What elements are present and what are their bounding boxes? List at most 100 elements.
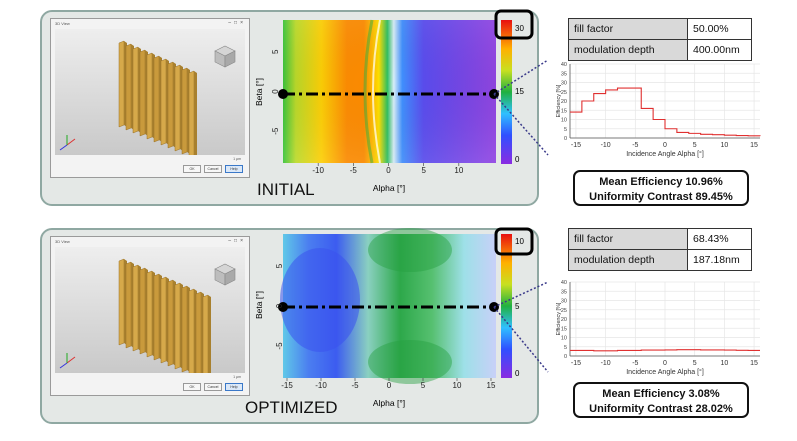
colorbar-gradient (501, 234, 512, 378)
colorbar-max-highlight (494, 227, 534, 256)
plot-ytick: 15 (561, 108, 567, 114)
heatmap-blob (368, 340, 452, 384)
heatmap-xtick: 0 (386, 166, 391, 175)
heatmap-xtick: -5 (351, 381, 359, 390)
param-key: fill factor (568, 228, 688, 250)
colorbar-max: 10 (515, 237, 524, 246)
plot-ytick: 35 (561, 71, 567, 77)
plot-xlabel: Incidence Angle Alpha [°] (626, 150, 704, 158)
plot-ytick: 5 (564, 345, 567, 351)
heatmap-xtick: 10 (453, 381, 462, 390)
help-button[interactable]: Help (225, 165, 243, 173)
plot-xtick: 15 (750, 142, 758, 149)
plot-ytick: 25 (561, 90, 567, 96)
ok-button[interactable]: OK (183, 165, 201, 173)
heatmap-xlabel: Alpha [°] (373, 183, 405, 193)
plot-ytick: 20 (561, 99, 567, 105)
heatmap-ytick: -5 (271, 127, 280, 135)
callout-line (493, 93, 549, 156)
plot-xtick: 10 (720, 142, 728, 149)
callout-line (493, 281, 549, 308)
line-endpoint (278, 302, 288, 312)
plot-ytick: 15 (561, 326, 567, 332)
optimized-efficiency-heatmap: -15 -10 -5 0 5 10 15 5 0 -5 Alpha [°] Beta [°] (254, 228, 499, 408)
initial-result-box: Mean Efficiency 10.96% Uniformity Contra… (573, 170, 749, 206)
param-key: fill factor (568, 18, 688, 40)
uniformity-contrast: Uniformity Contrast 28.02% (589, 403, 733, 415)
optimized-parameter-table: fill factor 68.43% modulation depth 187.… (568, 228, 752, 271)
ok-button[interactable]: OK (183, 383, 201, 391)
plot-ytick: 25 (561, 308, 567, 314)
optimized-result-box: Mean Efficiency 3.08% Uniformity Contras… (573, 382, 749, 418)
heatmap-contour (372, 19, 381, 164)
heatmap-ytick: 5 (275, 263, 284, 268)
plot-xtick: 0 (663, 142, 667, 149)
plot-xtick: 5 (693, 142, 697, 149)
grating-3d-viewport[interactable] (55, 29, 245, 158)
window-controls[interactable]: –□× (228, 20, 246, 26)
heatmap-xtick: 5 (421, 381, 426, 390)
grating-slat-side (208, 295, 211, 381)
heatmap-xtick: 10 (454, 166, 463, 175)
plot-ytick: 10 (561, 336, 567, 342)
plot-ytick: 20 (561, 317, 567, 323)
grating-slat-side (194, 71, 197, 157)
view-cube-icon[interactable] (214, 263, 236, 286)
heatmap-xtick: -10 (312, 166, 324, 175)
plot-ylabel: Efficiency [%] (556, 302, 562, 335)
colorbar-min: 0 (515, 155, 520, 164)
colorbar-max: 30 (515, 24, 524, 33)
scale-note: 1 μm (233, 375, 241, 379)
cancel-button[interactable]: Cancel (204, 383, 222, 391)
param-key: modulation depth (568, 249, 688, 271)
colorbar-mid: 15 (515, 87, 524, 96)
heatmap-ylabel: Beta [°] (254, 291, 264, 319)
efficiency-series-line (570, 349, 760, 352)
heatmap-shading (283, 20, 496, 163)
param-value: 50.00% (687, 18, 752, 40)
stage-label-optimized: OPTIMIZED (245, 398, 338, 417)
heatmap-xtick: 0 (387, 381, 392, 390)
window-controls[interactable]: –□× (228, 238, 246, 244)
heatmap-ytick: -5 (275, 342, 284, 350)
help-button[interactable]: Help (225, 383, 243, 391)
plot-ytick: 5 (564, 127, 567, 133)
colorbar-gradient (501, 20, 512, 164)
mean-efficiency: Mean Efficiency 10.96% (599, 176, 723, 188)
heatmap-blob (368, 228, 452, 272)
plot-xtick: 10 (720, 360, 728, 367)
cancel-button[interactable]: Cancel (204, 165, 222, 173)
plot-ylabel: Efficiency [%] (556, 84, 562, 117)
param-value: 68.43% (687, 228, 752, 250)
plot-ytick: 30 (561, 81, 567, 87)
stage-label-initial: INITIAL (257, 180, 315, 199)
view-cube-icon[interactable] (214, 45, 236, 68)
plot-xtick: 15 (750, 360, 758, 367)
grating-3d-model (59, 258, 236, 382)
initial-parameter-table: fill factor 50.00% modulation depth 400.… (568, 18, 752, 61)
param-key: modulation depth (568, 39, 688, 61)
plot-ytick: 0 (564, 354, 567, 360)
plot-xtick: -10 (601, 142, 611, 149)
initial-colorbar: 30 15 0 (494, 9, 534, 164)
plot-xtick: -10 (601, 360, 611, 367)
colorbar-mid: 5 (515, 302, 520, 311)
plot-ytick: 40 (561, 62, 567, 68)
plot-ytick: 35 (561, 289, 567, 295)
plot-xtick: 0 (663, 360, 667, 367)
window-title: 3D View (55, 21, 70, 26)
table-row: modulation depth 187.18nm (568, 249, 752, 271)
grating-3d-viewport[interactable] (55, 247, 245, 382)
callout-line (493, 59, 549, 95)
plot-ytick: 30 (561, 299, 567, 305)
table-row: fill factor 50.00% (568, 18, 752, 40)
heatmap-xtick: 15 (487, 381, 496, 390)
plot-ytick: 0 (564, 136, 567, 142)
mean-efficiency: Mean Efficiency 3.08% (602, 388, 720, 400)
line-endpoint (278, 89, 288, 99)
uniformity-contrast: Uniformity Contrast 89.45% (589, 191, 733, 203)
plot-xlabel: Incidence Angle Alpha [°] (626, 368, 704, 376)
heatmap-ytick: 0 (275, 303, 284, 308)
axes-triad-icon (59, 353, 76, 369)
